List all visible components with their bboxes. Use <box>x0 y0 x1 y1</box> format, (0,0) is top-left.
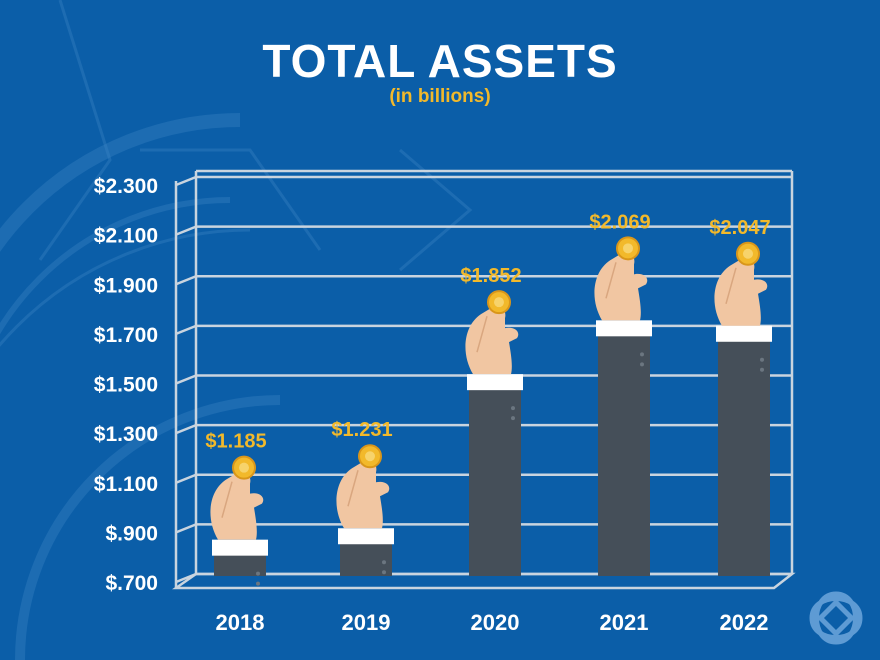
hand-crease <box>347 470 359 507</box>
chart-floor <box>172 572 796 590</box>
y-tick-label: $.700 <box>105 572 158 595</box>
hand-holding-coin-icon <box>336 460 390 529</box>
data-label: $1.231 <box>331 419 392 441</box>
gridline-depth <box>175 374 197 385</box>
data-label: $1.852 <box>460 265 521 287</box>
bar <box>598 334 650 576</box>
bar-cuff <box>467 374 523 391</box>
hand-holding-coin-icon <box>465 306 519 375</box>
x-tick-label: 2020 <box>471 610 520 635</box>
coin-face <box>494 297 504 308</box>
hand-crease <box>476 315 488 353</box>
bar-cuff <box>212 539 268 556</box>
bar <box>718 339 770 576</box>
x-tick-label: 2021 <box>600 610 649 635</box>
bar <box>214 553 266 576</box>
bar-group: $1.185 <box>205 431 268 586</box>
gridline-depth <box>175 423 197 435</box>
x-tick-label: 2022 <box>720 610 769 635</box>
gridline-depth <box>175 175 197 187</box>
coin-face <box>743 248 753 259</box>
hand-holding-coin-icon <box>714 258 768 326</box>
page-subtitle: (in billions) <box>389 86 491 107</box>
hand-crease <box>221 481 233 518</box>
bar-group: $1.852 <box>460 265 523 576</box>
y-tick-label: $1.500 <box>94 374 158 397</box>
sleeve-button <box>511 416 515 421</box>
coin-face <box>239 462 249 473</box>
gridline-depth <box>175 275 197 286</box>
sleeve-button <box>382 570 386 575</box>
gridline-depth <box>175 473 197 484</box>
sleeve-button <box>382 560 386 565</box>
data-label: $2.047 <box>709 217 770 239</box>
data-label: $2.069 <box>589 211 650 233</box>
sleeve-button <box>511 406 515 411</box>
sleeve-button <box>256 571 260 576</box>
y-tick-label: $2.100 <box>94 225 158 248</box>
data-label: $1.185 <box>205 431 266 453</box>
gridline-depth <box>175 324 197 336</box>
hand-holding-coin-icon <box>594 253 648 321</box>
gridline-depth <box>175 225 197 236</box>
hand-holding-coin-icon <box>210 472 264 540</box>
page-title: TOTAL ASSETS <box>262 35 618 87</box>
bar-cuff <box>716 325 772 342</box>
y-tick-label: $2.300 <box>94 175 158 198</box>
x-tick-label: 2019 <box>342 610 391 635</box>
bar-group: $2.069 <box>589 211 652 576</box>
sleeve-button <box>640 352 644 357</box>
sleeve-button <box>640 362 644 367</box>
bar-group: $1.231 <box>331 419 394 576</box>
y-tick-label: $1.300 <box>94 423 158 446</box>
sleeve-button <box>760 357 764 362</box>
background-decoration <box>0 0 473 660</box>
sleeve-button <box>760 367 764 372</box>
hand-crease <box>725 267 737 304</box>
y-tick-label: $1.900 <box>94 274 158 297</box>
sleeve-button <box>256 581 260 586</box>
hand-crease <box>605 262 617 299</box>
y-tick-label: $1.100 <box>94 473 158 496</box>
x-tick-label: 2018 <box>216 610 265 635</box>
coin-face <box>365 451 375 462</box>
y-tick-label: $.900 <box>105 522 158 545</box>
bar-cuff <box>338 528 394 545</box>
coin-face <box>623 243 633 254</box>
y-tick-label: $1.700 <box>94 324 158 347</box>
bar-cuff <box>596 320 652 337</box>
celtic-knot-logo-icon <box>809 591 863 645</box>
gridline-depth <box>175 523 197 534</box>
bar-group: $2.047 <box>709 217 772 576</box>
